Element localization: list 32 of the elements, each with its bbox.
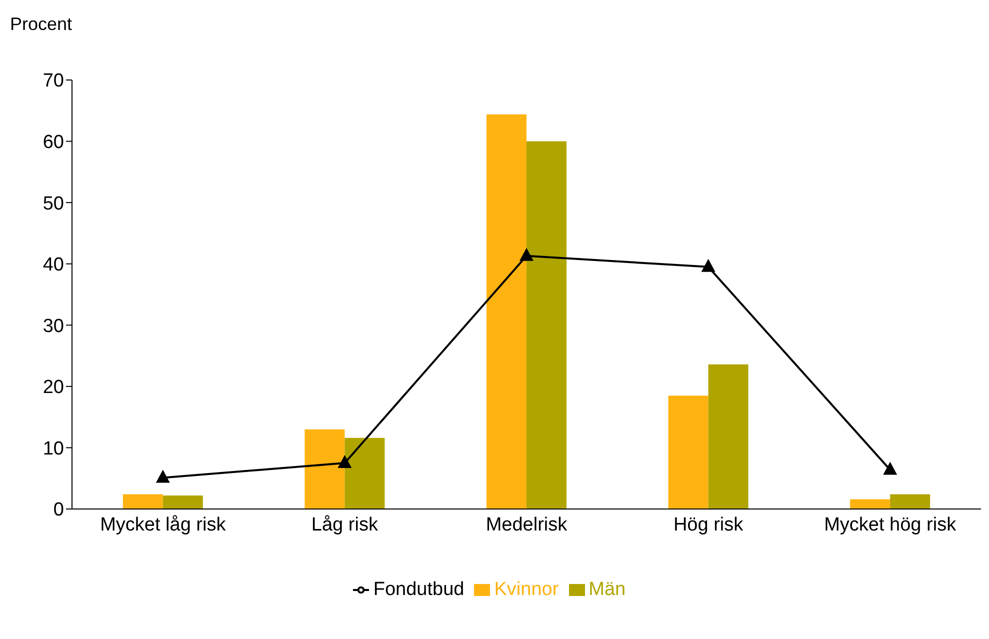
y-tick-label: 50 [42,193,64,214]
x-tick-label: Mycket hög risk [824,514,957,536]
point [338,455,352,468]
bar [304,429,345,509]
x-tick-label: Mycket låg risk [100,514,226,536]
bar [890,494,930,509]
bar [486,114,527,509]
bar [668,396,708,509]
bar [162,496,203,509]
x-tick-label: Medelrisk [486,514,568,536]
x-tick-label: Låg risk [311,514,378,536]
point [520,248,534,261]
bar [526,141,567,509]
y-tick-label: 0 [53,500,64,521]
point [156,470,170,483]
bar [708,364,748,509]
point [883,462,898,475]
legend-label: Fondutbud [373,579,464,600]
y-tick-label: 40 [42,254,64,276]
y-tick-label: 60 [42,132,64,154]
y-tick-label: 20 [42,377,64,398]
y-tick-label: 70 [42,70,64,92]
x-tick-label: Hög risk [673,514,744,536]
point [701,258,716,272]
y-axis-title: Procent [10,14,72,35]
bar [850,499,890,509]
bar [122,494,163,509]
legend-label: Män [588,579,626,600]
y-tick-label: 10 [42,438,64,460]
bar [344,438,385,509]
legend-label: Kvinnor [494,579,559,600]
y-tick-label: 30 [42,316,64,337]
